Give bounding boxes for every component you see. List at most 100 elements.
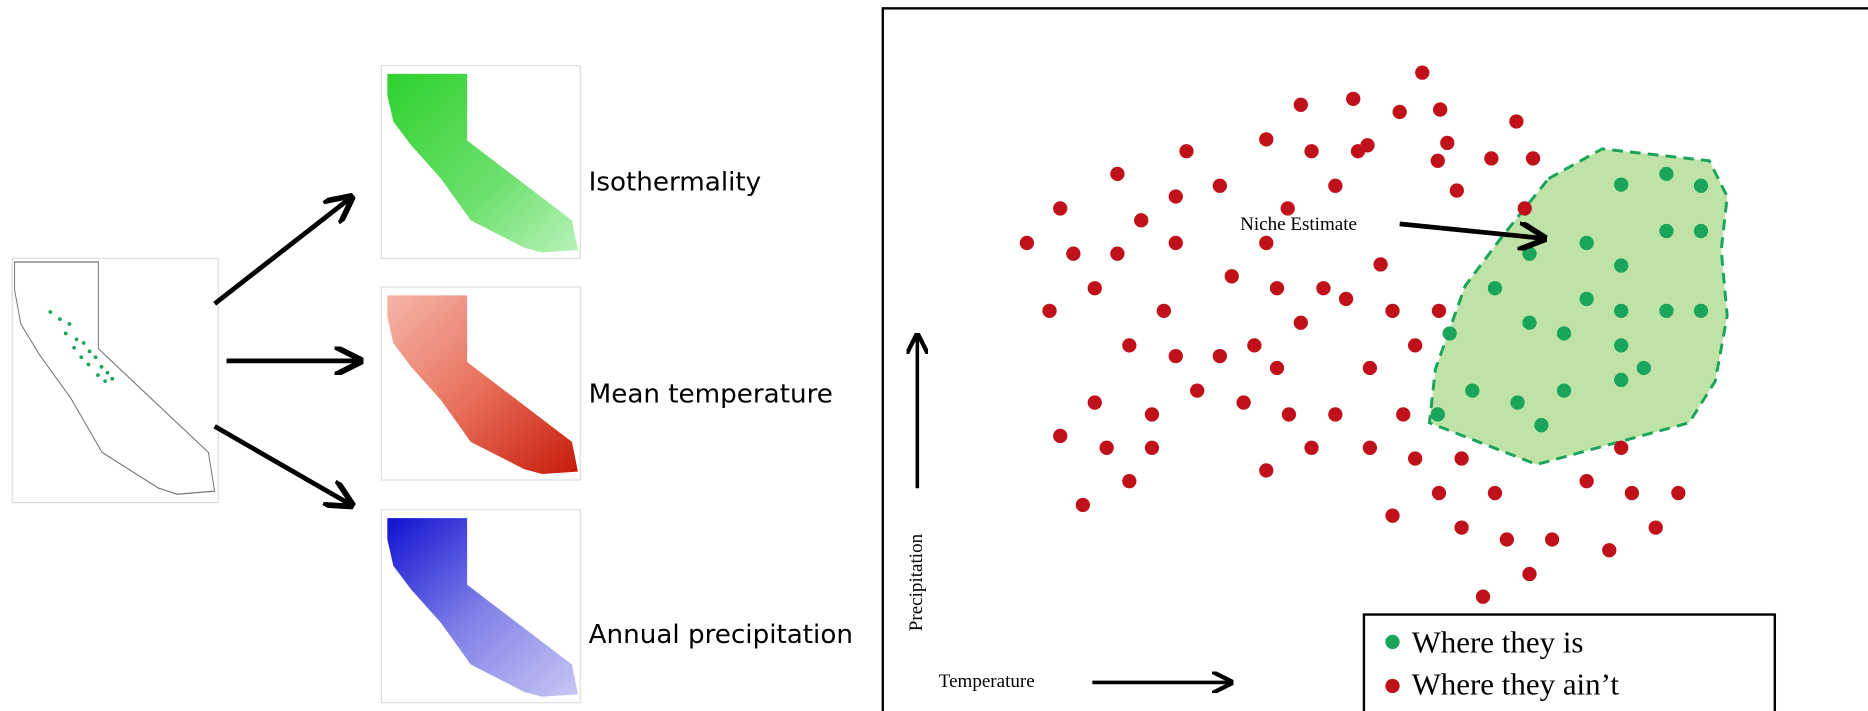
point <box>1431 407 1445 421</box>
point <box>1042 304 1056 318</box>
point <box>1500 532 1514 546</box>
point <box>1373 257 1387 271</box>
point <box>48 310 52 314</box>
annotation: Niche Estimate <box>1240 214 1357 235</box>
point <box>1415 66 1429 80</box>
point <box>1450 183 1464 197</box>
point <box>1247 338 1261 352</box>
point <box>1294 98 1308 112</box>
point <box>1363 441 1377 455</box>
point <box>1614 338 1628 352</box>
point <box>1385 509 1399 523</box>
legend-swatch <box>1385 679 1399 693</box>
point <box>1225 269 1239 283</box>
point <box>1100 441 1114 455</box>
point <box>87 363 91 367</box>
point <box>1066 247 1080 261</box>
point <box>1385 304 1399 318</box>
point <box>1659 167 1673 181</box>
point <box>1614 177 1628 191</box>
legend: Where they is Where they ain’t <box>1364 615 1775 711</box>
point <box>1270 281 1284 295</box>
layer-label: Mean temperature <box>589 380 833 410</box>
point <box>1625 486 1639 500</box>
point <box>1213 349 1227 363</box>
point <box>1088 281 1102 295</box>
point <box>1122 338 1136 352</box>
point <box>1110 247 1124 261</box>
point <box>1145 407 1159 421</box>
point <box>1145 441 1159 455</box>
point <box>1259 236 1273 250</box>
layer-label: Isothermality <box>589 168 762 198</box>
point <box>1259 132 1273 146</box>
plot-frame <box>883 8 1868 711</box>
point <box>1614 373 1628 387</box>
point <box>1134 213 1148 227</box>
point <box>1157 304 1171 318</box>
point <box>1237 395 1251 409</box>
point <box>1602 543 1616 557</box>
point <box>1122 474 1136 488</box>
point <box>1363 361 1377 375</box>
point <box>1110 167 1124 181</box>
layer-label: Annual precipitation <box>589 620 853 650</box>
point <box>1294 316 1308 330</box>
point <box>1649 520 1663 534</box>
point <box>1432 304 1446 318</box>
point <box>1440 136 1454 150</box>
point <box>1522 316 1536 330</box>
point <box>94 355 98 359</box>
point <box>64 332 68 336</box>
point <box>1282 407 1296 421</box>
point <box>1433 102 1447 116</box>
point <box>1694 304 1708 318</box>
point <box>1579 474 1593 488</box>
point <box>1465 383 1479 397</box>
point <box>1557 383 1571 397</box>
point <box>1169 189 1183 203</box>
point <box>1579 292 1593 306</box>
point <box>1454 451 1468 465</box>
point <box>100 365 104 369</box>
point <box>1213 179 1227 193</box>
source-map <box>12 258 218 502</box>
point <box>1328 179 1342 193</box>
point <box>1053 201 1067 215</box>
point <box>1328 407 1342 421</box>
point <box>1659 304 1673 318</box>
point <box>1360 138 1374 152</box>
point <box>1526 151 1540 165</box>
point <box>1053 429 1067 443</box>
point <box>67 322 71 326</box>
point <box>1614 258 1628 272</box>
point <box>72 346 76 350</box>
point <box>58 317 62 321</box>
x-axis-label: Temperature <box>939 671 1035 692</box>
point <box>1169 349 1183 363</box>
point <box>1671 486 1685 500</box>
point <box>1304 441 1318 455</box>
point <box>1432 486 1446 500</box>
point <box>1169 236 1183 250</box>
legend-label: Where they is <box>1412 625 1584 660</box>
point <box>103 379 107 383</box>
point <box>79 355 83 359</box>
point <box>1518 201 1532 215</box>
point <box>1339 292 1353 306</box>
legend-label: Where they ain’t <box>1412 666 1620 701</box>
point <box>1614 304 1628 318</box>
legend-swatch <box>1385 635 1399 649</box>
point <box>1270 361 1284 375</box>
point <box>1443 326 1457 340</box>
point <box>1088 395 1102 409</box>
point <box>110 377 114 381</box>
point <box>1304 144 1318 158</box>
point <box>75 338 79 342</box>
point <box>1179 144 1193 158</box>
point <box>1509 114 1523 128</box>
point <box>1076 498 1090 512</box>
point <box>1408 451 1422 465</box>
point <box>96 373 100 377</box>
point <box>1545 532 1559 546</box>
